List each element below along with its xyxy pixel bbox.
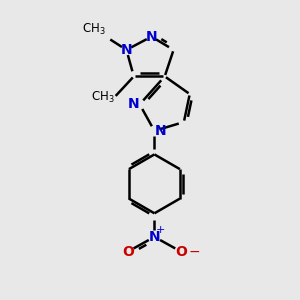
- Text: +: +: [156, 225, 166, 236]
- Text: CH$_3$: CH$_3$: [82, 22, 106, 37]
- Text: N: N: [121, 43, 132, 57]
- Text: N: N: [146, 30, 157, 44]
- Text: N: N: [154, 124, 166, 138]
- Text: O: O: [122, 244, 134, 259]
- Text: O: O: [175, 244, 187, 259]
- Text: CH$_3$: CH$_3$: [91, 89, 115, 104]
- Text: N: N: [148, 230, 160, 244]
- Text: N: N: [128, 98, 140, 111]
- Text: −: −: [188, 244, 200, 259]
